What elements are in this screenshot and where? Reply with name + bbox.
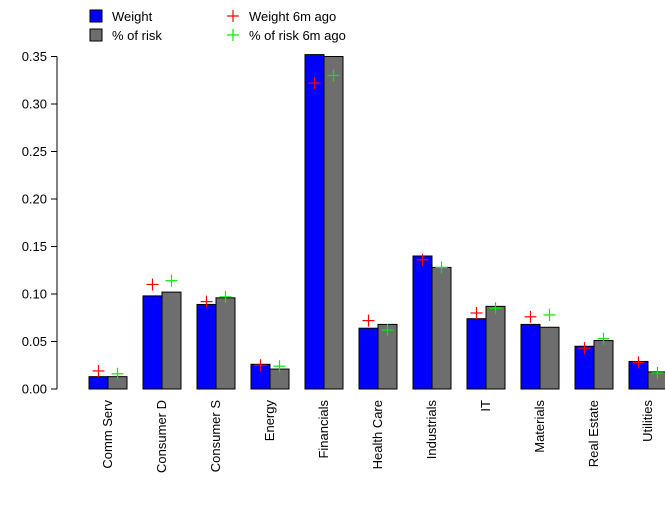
marker-risk-6m-ago: [489, 302, 502, 315]
bar-risk: [593, 340, 614, 390]
bar-risk: [539, 326, 560, 390]
marker-weight-6m-ago: [632, 356, 645, 369]
x-category-label: Real Estate: [586, 400, 601, 467]
bar-weight: [196, 303, 217, 390]
marker-risk-6m-ago: [543, 308, 556, 321]
y-tick-label: 0.30: [22, 97, 47, 112]
bar-risk: [323, 56, 344, 390]
legend-swatch: [89, 28, 103, 42]
y-tick-label: 0.00: [22, 382, 47, 397]
legend-marker: [227, 10, 239, 22]
y-tick-label: 0.35: [22, 49, 47, 64]
bar-weight: [304, 54, 325, 390]
bar-risk: [215, 297, 236, 390]
marker-weight-6m-ago: [92, 364, 105, 377]
bar-weight: [358, 327, 379, 390]
bars: [88, 54, 665, 390]
marker-risk-6m-ago: [327, 69, 340, 82]
x-category-label: Industrials: [424, 400, 439, 460]
y-axis: 0.00 0.05 0.10 0.15 0.20 0.25 0.30 0.35: [22, 49, 58, 397]
x-category-label: Utilities: [640, 400, 655, 442]
marker-weight-6m-ago: [416, 253, 429, 266]
marker-weight-6m-ago: [362, 314, 375, 327]
bar-weight: [88, 376, 109, 390]
bar-risk: [431, 266, 452, 390]
bar-weight: [142, 295, 163, 390]
marker-weight-6m-ago: [254, 359, 267, 372]
legend-label: Weight 6m ago: [249, 9, 336, 24]
legend-item: Weight: [89, 9, 153, 24]
bar-weight: [520, 323, 541, 390]
marker-weight-6m-ago: [578, 342, 591, 355]
marker-weight-6m-ago: [470, 307, 483, 319]
marker-weight-6m-ago: [200, 295, 213, 308]
legend-item: % of risk 6m ago: [227, 28, 346, 43]
legend-item: Weight 6m ago: [227, 9, 336, 24]
y-tick-label: 0.05: [22, 334, 47, 349]
marker-risk-6m-ago: [165, 274, 178, 287]
marker-weight-6m-ago: [146, 278, 159, 291]
marker-risk-6m-ago: [273, 360, 286, 373]
y-tick-label: 0.25: [22, 144, 47, 159]
legend-marker: [227, 29, 239, 41]
legend-item: % of risk: [89, 28, 162, 43]
marker-risk-6m-ago: [435, 261, 448, 274]
bar-weight: [412, 255, 433, 390]
marker-risk-6m-ago: [381, 324, 394, 337]
marker-risk-6m-ago: [597, 332, 610, 345]
markers: [92, 69, 664, 380]
x-category-label: Health Care: [370, 400, 385, 469]
x-category-label: IT: [478, 400, 493, 412]
x-axis-labels: Comm Serv Consumer D Consumer S Energy Finan…: [100, 400, 655, 473]
marker-risk-6m-ago: [651, 366, 664, 379]
y-tick-label: 0.10: [22, 287, 47, 302]
marker-risk-6m-ago: [219, 290, 232, 303]
x-category-label: Energy: [262, 400, 277, 442]
legend: Weight % of risk Weight 6m ago % of risk 6m…: [89, 9, 346, 43]
legend-label: Weight: [112, 9, 153, 24]
bar-weight: [466, 318, 487, 390]
marker-risk-6m-ago: [111, 367, 124, 380]
marker-weight-6m-ago: [308, 77, 321, 90]
x-category-label: Consumer D: [154, 400, 169, 473]
x-category-label: Financials: [316, 400, 331, 459]
bar-risk: [161, 291, 182, 390]
x-category-label: Consumer S: [208, 400, 223, 473]
y-tick-label: 0.20: [22, 192, 47, 207]
bar-risk: [485, 305, 506, 390]
legend-swatch: [89, 9, 103, 23]
marker-weight-6m-ago: [524, 310, 537, 323]
bar-risk: [647, 371, 665, 390]
x-category-label: Comm Serv: [100, 400, 115, 469]
legend-label: % of risk: [112, 28, 162, 43]
legend-label: % of risk 6m ago: [249, 28, 346, 43]
y-tick-label: 0.15: [22, 239, 47, 254]
x-category-label: Materials: [532, 400, 547, 453]
